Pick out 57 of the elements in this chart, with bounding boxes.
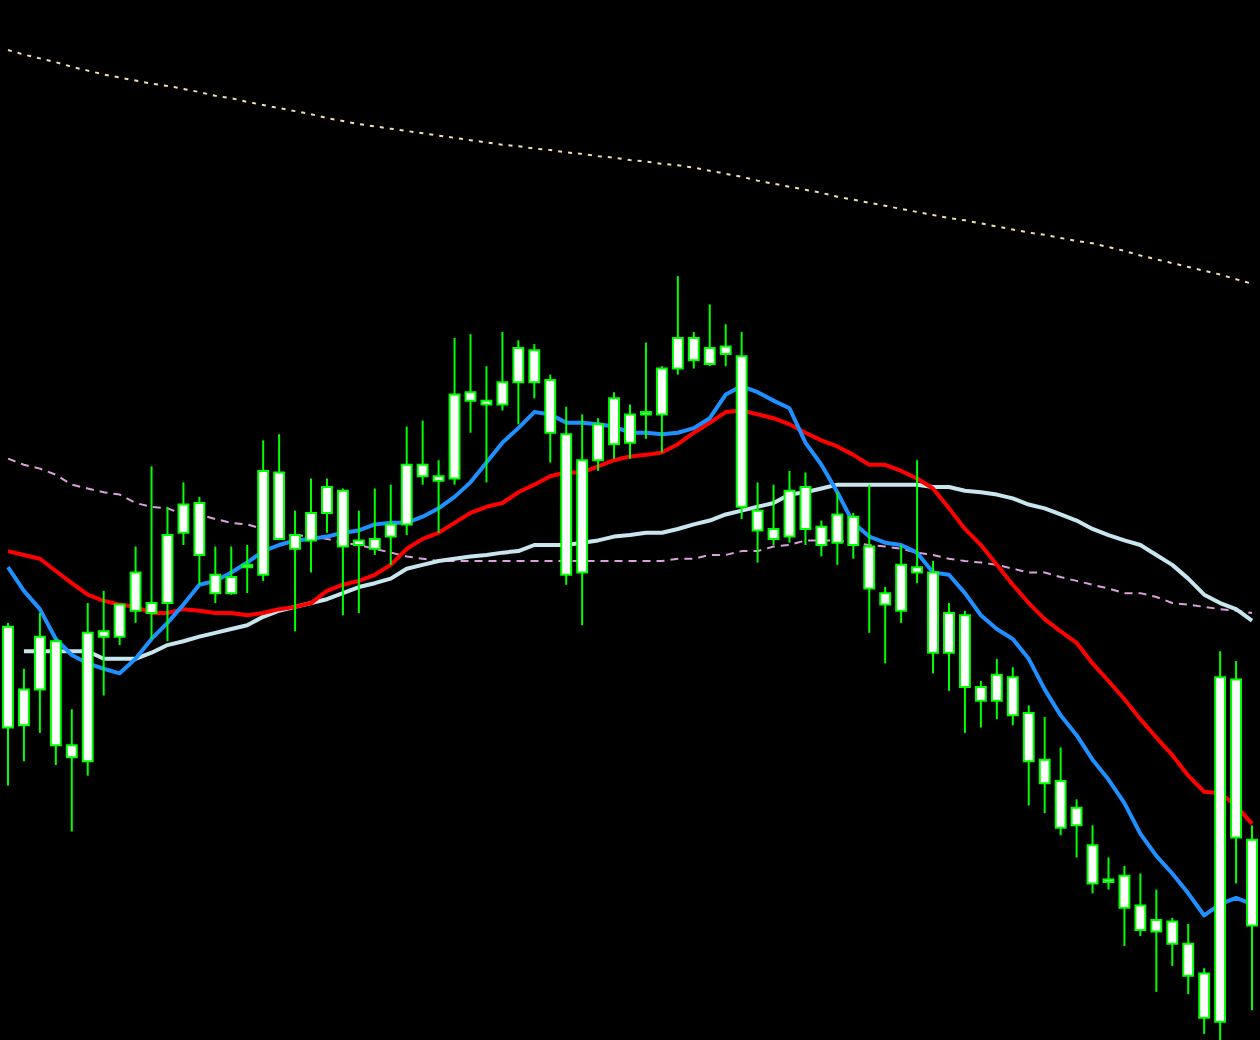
candlestick <box>1086 824 1099 895</box>
candlestick <box>65 708 78 833</box>
candlestick <box>624 403 636 460</box>
candlestick <box>129 545 142 624</box>
candlestick <box>1118 864 1131 948</box>
candlestick <box>1006 666 1019 727</box>
candlestick <box>671 275 684 376</box>
candlestick <box>1150 888 1163 993</box>
candlestick <box>687 330 700 370</box>
candlestick <box>145 465 158 640</box>
candlestick <box>751 481 764 564</box>
candlestick <box>464 333 477 434</box>
candlestick <box>608 391 620 460</box>
candlestick <box>974 679 987 729</box>
candlestick <box>847 511 860 560</box>
candlestick <box>1102 856 1115 891</box>
candlestick <box>831 491 844 566</box>
candlestick <box>305 477 317 574</box>
candlestick <box>640 341 652 440</box>
candlestick <box>703 303 716 368</box>
candlestick <box>879 586 892 665</box>
candlestick <box>1038 715 1051 815</box>
candlestick <box>225 545 238 596</box>
candlestick <box>895 544 908 624</box>
candlestick <box>384 483 397 566</box>
candlestick <box>432 459 445 534</box>
candlestick <box>863 483 876 634</box>
candlestick <box>1134 872 1147 938</box>
candlestick <box>416 419 429 486</box>
candlestick <box>209 545 222 605</box>
candlestick <box>512 339 525 426</box>
candlestick <box>815 519 828 558</box>
candlestick <box>990 657 1003 721</box>
candlestick <box>943 602 955 692</box>
candlestick <box>592 417 605 472</box>
candlestick <box>17 667 30 763</box>
candlestick <box>1070 798 1083 859</box>
candlestick <box>799 471 812 546</box>
candlestick <box>177 481 190 546</box>
candlestick <box>113 603 126 647</box>
candlestick <box>496 330 509 412</box>
candlestick <box>1166 916 1179 967</box>
candlestick <box>1182 922 1195 996</box>
candlestick <box>368 487 381 556</box>
candlestick <box>1198 967 1211 1035</box>
candlestick <box>719 323 732 368</box>
candlestick <box>911 459 924 585</box>
candlestick <box>241 544 254 595</box>
candlestick <box>783 469 796 544</box>
candlestick <box>289 509 302 633</box>
candlestick <box>1054 746 1067 837</box>
candlestick <box>655 365 668 454</box>
candlestick <box>767 483 780 546</box>
candlestick <box>528 343 541 400</box>
candlestick <box>97 589 110 697</box>
candlestick <box>352 509 365 614</box>
candlestick <box>321 477 333 534</box>
